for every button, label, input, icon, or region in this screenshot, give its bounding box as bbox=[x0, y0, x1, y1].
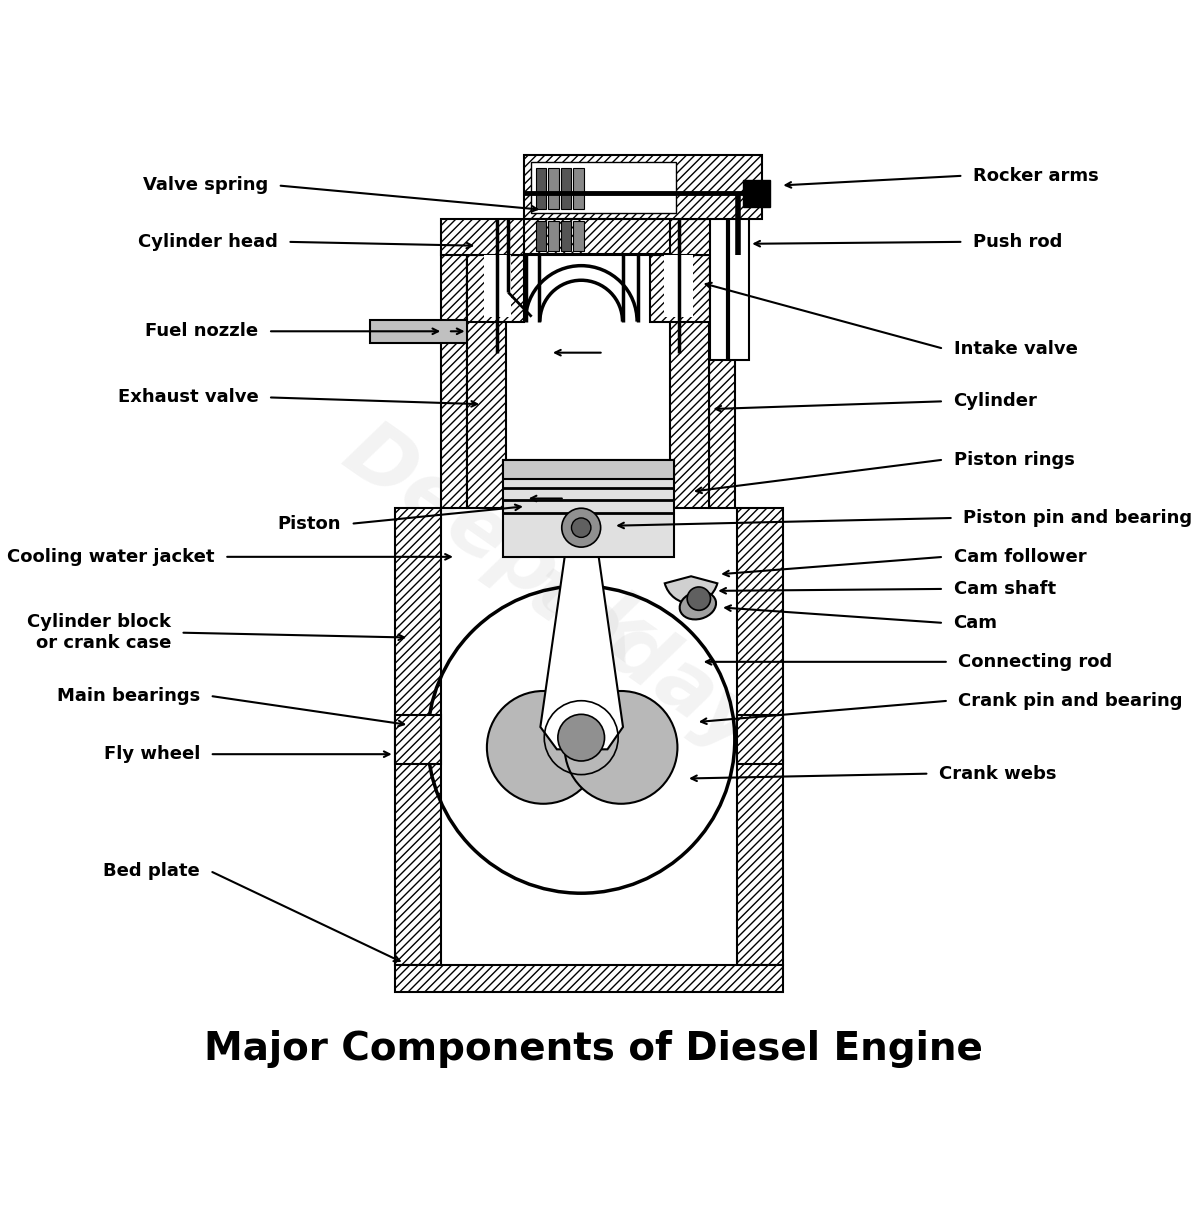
Text: Piston: Piston bbox=[277, 514, 341, 532]
Bar bbox=[574, 168, 584, 209]
Text: Cylinder: Cylinder bbox=[954, 392, 1038, 410]
Text: Cam shaft: Cam shaft bbox=[954, 579, 1056, 597]
Text: Cam: Cam bbox=[954, 614, 997, 632]
Bar bbox=[560, 221, 571, 251]
Circle shape bbox=[565, 690, 678, 804]
Text: Rocker arms: Rocker arms bbox=[973, 167, 1099, 185]
Text: Exhaust valve: Exhaust valve bbox=[118, 389, 258, 407]
Bar bbox=[371, 320, 468, 343]
Bar bbox=[530, 162, 677, 212]
Text: Deepak: Deepak bbox=[329, 410, 665, 680]
Bar bbox=[535, 168, 546, 209]
Text: Valve spring: Valve spring bbox=[143, 176, 268, 194]
Bar bbox=[560, 168, 571, 209]
Circle shape bbox=[571, 730, 590, 750]
Text: Piston pin and bearing: Piston pin and bearing bbox=[964, 509, 1193, 527]
Text: Major Components of Diesel Engine: Major Components of Diesel Engine bbox=[204, 1030, 983, 1068]
Text: Push rod: Push rod bbox=[973, 233, 1062, 251]
Bar bbox=[664, 256, 692, 316]
Bar bbox=[670, 251, 708, 508]
Text: Fuel nozzle: Fuel nozzle bbox=[145, 322, 258, 340]
Bar bbox=[548, 221, 559, 251]
Bar bbox=[524, 156, 762, 218]
Bar bbox=[708, 251, 734, 508]
Text: Piston rings: Piston rings bbox=[954, 450, 1074, 468]
Circle shape bbox=[558, 715, 605, 760]
Ellipse shape bbox=[679, 591, 716, 619]
Bar bbox=[504, 460, 673, 556]
Text: Intake valve: Intake valve bbox=[954, 340, 1078, 357]
Bar bbox=[548, 168, 559, 209]
Text: Cooling water jacket: Cooling water jacket bbox=[7, 548, 215, 566]
Bar bbox=[650, 256, 710, 321]
Bar bbox=[442, 218, 734, 256]
Circle shape bbox=[562, 508, 601, 547]
Bar bbox=[737, 716, 784, 764]
Text: Connecting rod: Connecting rod bbox=[959, 653, 1112, 671]
Text: Cylinder block
or crank case: Cylinder block or crank case bbox=[26, 613, 170, 652]
Wedge shape bbox=[665, 576, 718, 604]
Bar bbox=[524, 218, 670, 253]
Text: Cylinder head: Cylinder head bbox=[138, 233, 278, 251]
Bar bbox=[504, 460, 673, 479]
Bar bbox=[468, 251, 506, 508]
Bar bbox=[395, 508, 442, 966]
Polygon shape bbox=[540, 556, 623, 750]
Text: Crank pin and bearing: Crank pin and bearing bbox=[959, 692, 1183, 710]
Bar bbox=[442, 251, 468, 508]
Bar bbox=[737, 508, 784, 966]
Bar bbox=[535, 221, 546, 251]
Text: Bed plate: Bed plate bbox=[103, 862, 200, 880]
Circle shape bbox=[688, 587, 710, 611]
Circle shape bbox=[487, 690, 600, 804]
Bar bbox=[484, 256, 511, 316]
Circle shape bbox=[571, 518, 590, 537]
Text: today: today bbox=[510, 553, 774, 771]
Bar bbox=[395, 966, 784, 992]
Text: Cam follower: Cam follower bbox=[954, 548, 1086, 566]
Text: Crank webs: Crank webs bbox=[938, 764, 1056, 782]
Text: Main bearings: Main bearings bbox=[56, 687, 200, 705]
Bar bbox=[710, 215, 749, 361]
Bar bbox=[395, 716, 442, 764]
Bar bbox=[743, 180, 770, 206]
Bar bbox=[574, 221, 584, 251]
Text: Fly wheel: Fly wheel bbox=[103, 745, 200, 763]
Bar bbox=[468, 256, 524, 321]
